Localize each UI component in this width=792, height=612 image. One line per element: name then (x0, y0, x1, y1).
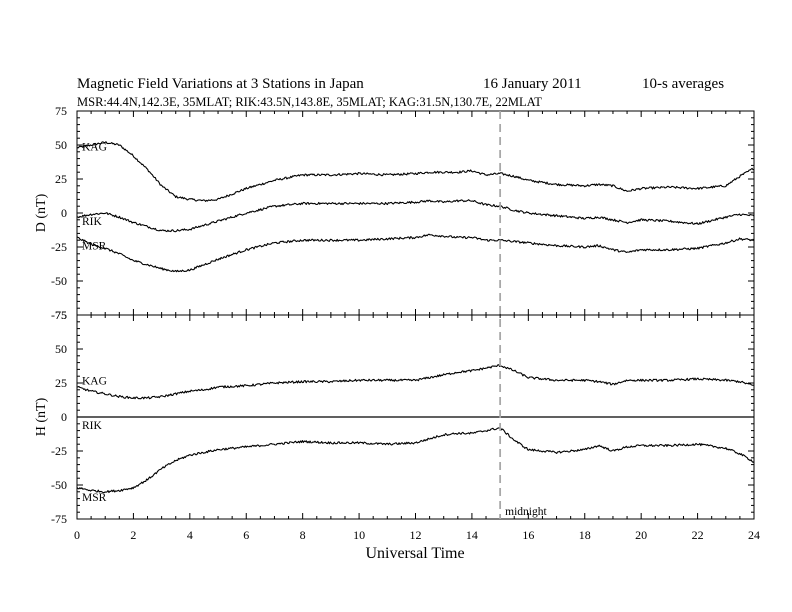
y-tick-label: -50 (51, 274, 67, 288)
x-tick-label: 0 (74, 528, 80, 542)
x-tick-label: 6 (243, 528, 249, 542)
x-tick-label: 2 (130, 528, 136, 542)
y-tick-label: 50 (55, 342, 67, 356)
x-tick-label: 12 (410, 528, 422, 542)
station-label-msr: MSR (82, 492, 107, 504)
y-tick-label: 25 (55, 376, 67, 390)
panel-frame (76, 110, 755, 316)
x-tick-label: 8 (300, 528, 306, 542)
series-line-kag (76, 364, 755, 400)
y-tick-label: -75 (51, 308, 67, 322)
x-tick-label: 22 (692, 528, 704, 542)
y-tick-label: -25 (51, 444, 67, 458)
y-tick-label: 75 (55, 104, 67, 118)
y-tick-label: 0 (61, 206, 67, 220)
station-label-msr: MSR (82, 241, 107, 253)
chart-title: Magnetic Field Variations at 3 Stations … (77, 76, 364, 92)
y-tick-label: 25 (55, 172, 67, 186)
series-line-msr (76, 233, 755, 273)
x-axis: 0 2 4 6 8 10 12 14 16 18 20 22 24 (74, 111, 760, 542)
midnight-label: midnight (505, 506, 547, 518)
station-label-rik: RIK (82, 420, 103, 432)
chart-date: 16 January 2011 (483, 76, 582, 92)
y-tick-label: 75 (55, 308, 67, 322)
panel-horizontal: 75 50 25 0 -25 -50 -75 H (nT) KAG RIK MSR (34, 308, 755, 526)
y-tick-label: -50 (51, 478, 67, 492)
x-tick-label: 18 (579, 528, 591, 542)
y-axis-label: H (nT) (34, 397, 49, 436)
x-tick-label: 16 (522, 528, 534, 542)
series-line-rik (76, 199, 755, 233)
series-line-kag (76, 141, 755, 202)
y-tick-label: -75 (51, 512, 67, 526)
station-label-kag: KAG (82, 141, 107, 153)
y-tick-label: 0 (61, 410, 67, 424)
chart-averaging: 10-s averages (642, 76, 724, 92)
x-axis-label: Universal Time (365, 545, 464, 562)
x-tick-label: 20 (635, 528, 647, 542)
station-info: MSR:44.4N,142.3E, 35MLAT; RIK:43.5N,143.… (77, 95, 542, 109)
y-tick-label: 50 (55, 138, 67, 152)
panel-declination: 75 50 25 0 -25 -50 -75 D (nT) KAG RIK MSR (34, 104, 755, 322)
station-label-kag: KAG (82, 375, 107, 387)
station-label-rik: RIK (82, 216, 103, 228)
series-line-msr (76, 427, 755, 494)
x-tick-label: 24 (748, 528, 760, 542)
x-tick-label: 10 (353, 528, 365, 542)
x-tick-label: 14 (466, 528, 478, 542)
x-tick-label: 4 (187, 528, 193, 542)
y-tick-label: -25 (51, 240, 67, 254)
y-axis-label: D (nT) (34, 193, 49, 232)
